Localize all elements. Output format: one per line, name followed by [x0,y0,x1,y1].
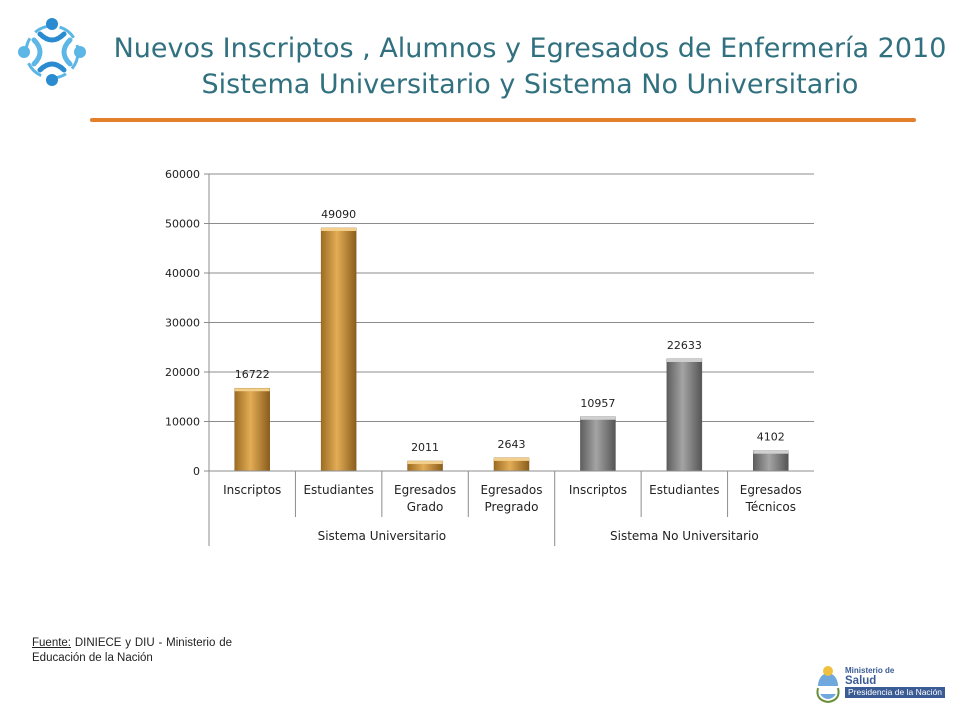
data-label: 49090 [321,208,356,221]
category-label: Inscriptos [569,483,627,497]
group-label: Sistema No Universitario [610,529,759,543]
bar-cap [321,228,357,232]
category-label: Estudiantes [303,483,373,497]
data-label: 2643 [498,438,526,451]
logo-ring [24,24,80,80]
argentina-coat-of-arms-icon [816,666,840,704]
bar [234,387,270,472]
data-label: 4102 [757,431,785,444]
category-label: Egresados [740,483,802,497]
category-label: Egresados [394,483,456,497]
bar-chart: 16722 Inscriptos 49090 Estudiantes 2011 Egres… [165,168,814,546]
bar-cap [666,358,702,362]
bar [320,227,357,472]
category-label: Grado [407,500,444,514]
category-label: Inscriptos [223,483,281,497]
bar-cap [407,461,443,465]
y-tick-label: 20000 [165,366,200,379]
category-label: Egresados [480,483,542,497]
page-subtitle: Sistema Universitario y Sistema No Unive… [201,69,859,100]
page-title: Nuevos Inscriptos , Alumnos y Egresados … [113,33,947,64]
title-divider [90,118,916,122]
y-tick-label: 30000 [165,317,200,330]
bar-cap [580,416,616,420]
data-label: 16722 [235,368,270,381]
data-label: 2011 [411,441,439,454]
data-label: 10957 [580,397,615,410]
bar-cap [753,450,789,454]
category-label: Pregrado [485,500,539,514]
y-tick-label: 50000 [165,218,200,231]
bar [753,450,789,472]
source-note: Fuente: DINIECE y DIU - Ministerio de Ed… [32,636,232,666]
y-tick-label: 60000 [165,168,200,181]
category-label: Estudiantes [649,483,719,497]
organization-logo-icon [18,18,86,86]
bar-cap [494,457,529,461]
ministry-label: Ministerio de [845,666,895,675]
bar [580,416,616,472]
category-label: Técnicos [745,500,796,514]
bar-cap [234,388,270,392]
presidency-label: Presidencia de la Nación [845,687,946,698]
bar [666,358,703,472]
y-tick-label: 40000 [165,267,200,280]
group-label: Sistema Universitario [318,529,447,543]
ministry-logo: Ministerio de Salud Presidencia de la Na… [815,664,946,709]
y-tick-label: 0 [193,465,200,478]
source-label: Fuente: [32,637,71,649]
source-text: DINIECE y DIU - Ministerio de Educación … [32,637,232,664]
ministry-name: Salud [845,675,877,687]
y-tick-label: 10000 [165,416,200,429]
data-label: 22633 [667,339,702,352]
